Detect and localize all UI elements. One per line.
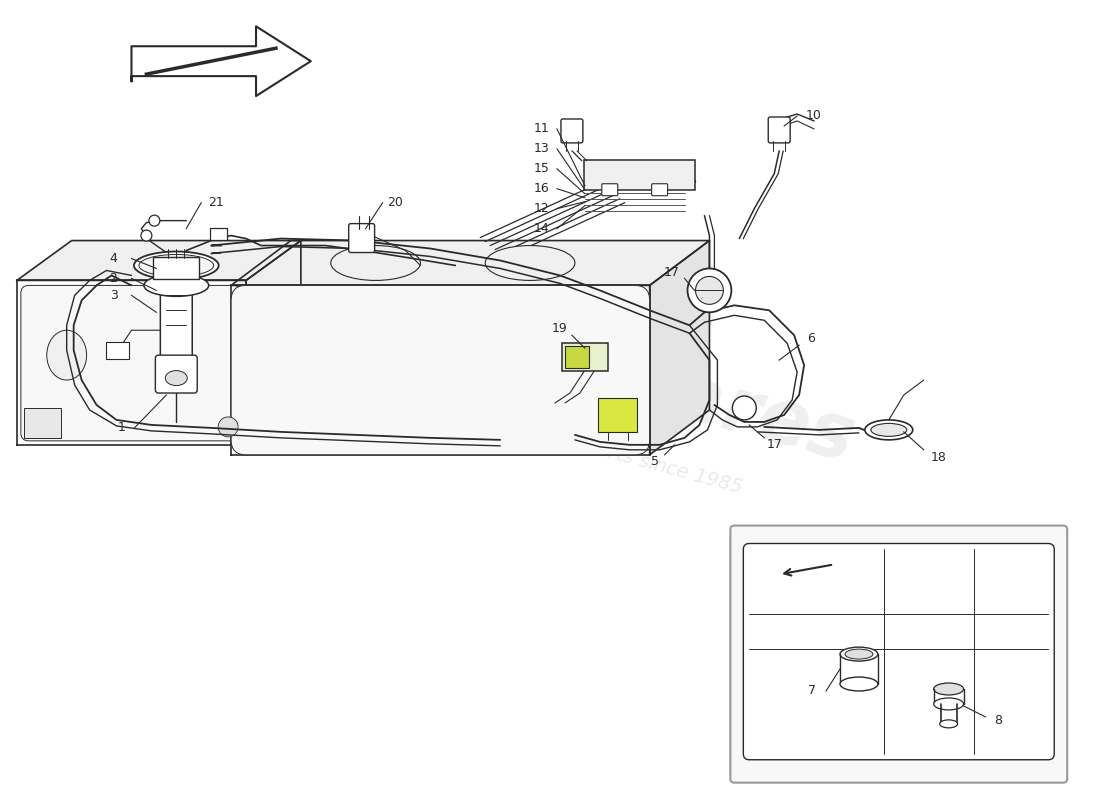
Text: 4: 4 [110,252,118,265]
FancyBboxPatch shape [21,286,241,441]
FancyBboxPatch shape [602,184,618,196]
FancyBboxPatch shape [106,342,130,359]
Ellipse shape [331,246,420,281]
FancyBboxPatch shape [231,286,650,455]
Ellipse shape [939,720,958,728]
Text: 13: 13 [535,142,550,155]
FancyBboxPatch shape [24,408,60,438]
Ellipse shape [871,423,906,436]
Text: 14: 14 [535,222,550,235]
Text: 10: 10 [806,110,822,122]
Ellipse shape [165,370,187,386]
Ellipse shape [840,677,878,691]
Text: 2: 2 [110,272,118,285]
Ellipse shape [934,683,964,695]
Text: 17: 17 [663,266,680,279]
FancyBboxPatch shape [562,343,608,371]
Ellipse shape [144,274,209,296]
Circle shape [148,215,159,226]
FancyBboxPatch shape [153,258,199,279]
Text: 16: 16 [535,182,550,195]
Circle shape [733,396,757,420]
Ellipse shape [139,254,213,277]
Polygon shape [16,241,301,281]
FancyBboxPatch shape [584,160,695,190]
Polygon shape [231,241,710,286]
Text: 6: 6 [807,332,815,345]
Ellipse shape [47,330,87,380]
Polygon shape [650,241,710,455]
FancyBboxPatch shape [597,398,637,432]
FancyBboxPatch shape [651,184,668,196]
Circle shape [141,230,152,241]
Text: 18: 18 [931,451,947,464]
FancyBboxPatch shape [349,224,375,253]
FancyBboxPatch shape [744,543,1054,760]
Ellipse shape [134,251,219,279]
FancyBboxPatch shape [565,346,588,368]
Ellipse shape [840,647,878,661]
Text: 19: 19 [552,322,568,334]
Text: 20: 20 [387,196,404,209]
Polygon shape [16,281,246,445]
FancyBboxPatch shape [155,355,197,393]
FancyBboxPatch shape [210,228,227,239]
Text: 3: 3 [110,289,118,302]
FancyBboxPatch shape [561,119,583,143]
Text: 12: 12 [535,202,550,215]
Ellipse shape [865,420,913,440]
Text: eurospares: eurospares [377,282,862,478]
Polygon shape [231,286,650,455]
Text: 17: 17 [767,438,782,451]
Circle shape [695,277,724,304]
FancyBboxPatch shape [161,283,192,362]
Text: 7: 7 [808,685,816,698]
Text: a passion for parts since 1985: a passion for parts since 1985 [455,402,745,497]
Text: 1: 1 [118,422,125,434]
Text: 15: 15 [535,162,550,175]
Text: 11: 11 [535,122,550,135]
Text: 21: 21 [208,196,224,209]
Ellipse shape [485,246,575,281]
Text: 5: 5 [650,455,659,468]
Polygon shape [246,241,301,445]
Ellipse shape [845,649,873,659]
Ellipse shape [934,698,964,710]
Circle shape [218,417,238,437]
Circle shape [688,269,732,312]
FancyBboxPatch shape [768,117,790,143]
FancyBboxPatch shape [730,526,1067,782]
Polygon shape [132,26,311,96]
Text: 8: 8 [994,714,1002,727]
